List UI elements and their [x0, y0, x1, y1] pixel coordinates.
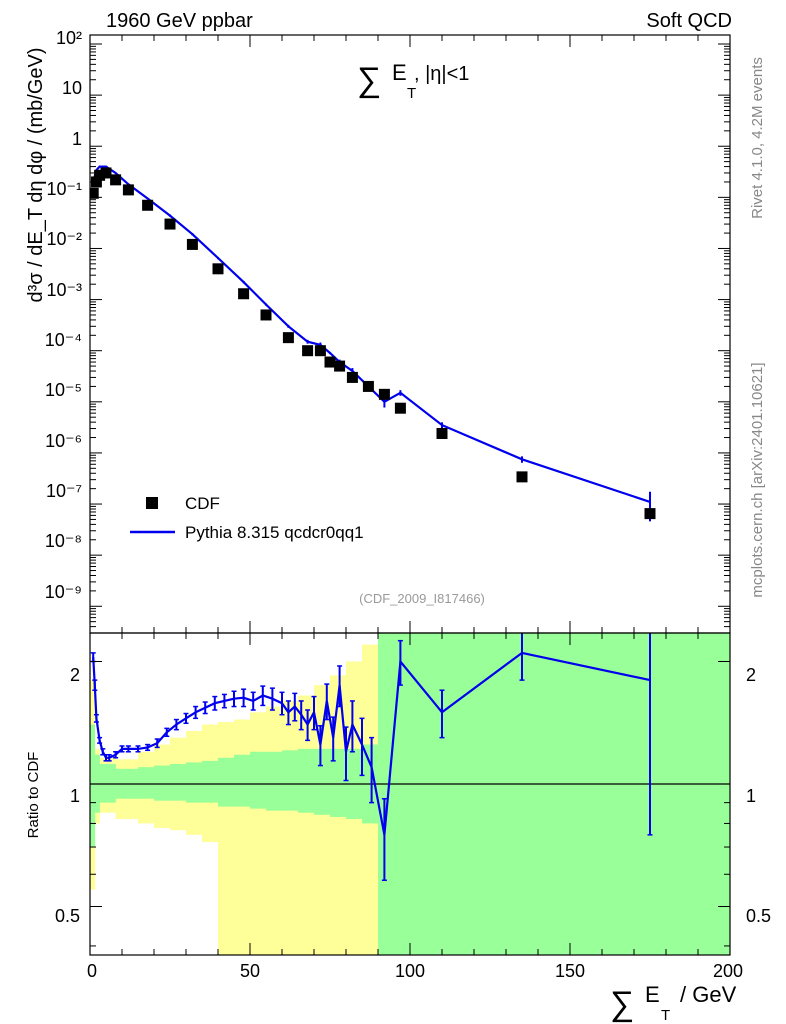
cdf-data-point [362, 380, 374, 392]
cdf-data-point [90, 187, 99, 199]
cdf-data-point [90, 176, 102, 188]
main-y-tick-labels: 10² 10 1 10⁻¹ 10⁻² 10⁻³ 10⁻⁴ 10⁻⁵ 10⁻⁶ 1… [45, 28, 82, 602]
cdf-data-point [186, 238, 198, 250]
header-energy-label: 1960 GeV ppbar [106, 10, 253, 32]
ratio-ylabel: Ratio to CDF [25, 752, 42, 839]
legend-data-marker [146, 497, 158, 509]
ratio-band-stat-segment [250, 751, 267, 809]
ratio-band-stat-segment [218, 757, 235, 807]
xlabel-t-subscript: T [661, 1007, 670, 1024]
analysis-watermark: (CDF_2009_I817466) [359, 591, 485, 606]
main-data [90, 165, 656, 522]
legend-mc-label: Pythia 8.315 qcdcr0qq1 [185, 523, 364, 542]
ratio-band-syst-segment [298, 695, 315, 955]
ratio-band-stat-segment [282, 750, 299, 811]
ratio-ytick-label-right: 1 [746, 786, 756, 806]
xtick-label: 50 [240, 961, 260, 981]
ratio-ytick-label-left: 2 [70, 665, 80, 685]
cdf-data-point [324, 356, 336, 368]
cdf-data-point [394, 402, 406, 414]
ratio-band-stat-segment [234, 754, 251, 807]
cdf-data-point [516, 471, 528, 483]
xtick-label: 150 [555, 961, 585, 981]
mc-curve [92, 165, 651, 503]
mcplots-credit-label: mcplots.cern.ch [arXiv:2401.10621] [749, 362, 766, 597]
title-sum-symbol: ∑ [357, 61, 381, 99]
ratio-ytick-label-right: 2 [746, 665, 756, 685]
ratio-ytick-label-right: 0.5 [746, 906, 771, 926]
ratio-band-stat-segment [298, 748, 315, 813]
title-eta-cut: , |η|<1 [414, 63, 469, 85]
cdf-data-point [644, 508, 656, 520]
title-e: E [392, 60, 407, 85]
cdf-data-point [378, 388, 390, 400]
x-tick-labels: 0 50 100 150 200 [87, 961, 743, 981]
main-ytick-label: 10⁻⁹ [45, 582, 82, 602]
ratio-band-stat-segment [154, 765, 171, 801]
cdf-data-point [110, 174, 122, 186]
main-ytick-label: 10⁻⁶ [45, 431, 82, 451]
cdf-data-point [282, 332, 294, 344]
main-ytick-label: 10⁻¹ [46, 179, 82, 199]
main-ytick-label: 10⁻⁸ [45, 531, 82, 551]
xlabel-unit: / GeV [680, 982, 737, 1007]
main-frame [89, 34, 731, 634]
ratio-band-syst-segment [250, 712, 267, 955]
x-axis-title: ∑ E T / GeV [610, 982, 737, 1024]
ratio-mc-curve [92, 651, 651, 836]
ratio-band-stat-segment [90, 724, 96, 848]
ratio-band-stat-segment [378, 633, 475, 955]
ratio-band-stat-segment [170, 763, 187, 801]
header-category-label: Soft QCD [646, 10, 732, 32]
ratio-band-stat-segment [186, 762, 203, 803]
main-ytick-label: 10² [56, 28, 82, 48]
ratio-band-stat-segment [202, 760, 219, 803]
cdf-data-point [436, 427, 448, 439]
xlabel-sum-symbol: ∑ [610, 985, 634, 1023]
legend: CDF Pythia 8.315 qcdcr0qq1 [130, 494, 364, 542]
ratio-data [90, 633, 730, 882]
main-ytick-label: 10 [62, 78, 82, 98]
ratio-band-syst-segment [282, 700, 299, 955]
ratio-band-stat-segment [266, 751, 283, 811]
ratio-band-stat-segment [99, 763, 116, 803]
main-title: ∑ E T , |η|<1 [357, 60, 469, 102]
xtick-label: 0 [87, 961, 97, 981]
rivet-version-label: Rivet 4.1.0, 4.2M events [749, 57, 766, 219]
xlabel-e: E [645, 982, 660, 1007]
main-ylabel: d³σ / dE_T dη dφ / (mb/GeV) [25, 47, 47, 302]
legend-data-label: CDF [185, 494, 220, 513]
ratio-band-stat-segment [314, 748, 331, 815]
main-ytick-label: 10⁻⁷ [46, 481, 82, 501]
main-ytick-label: 10⁻³ [46, 280, 82, 300]
cdf-data-point [122, 184, 134, 196]
xtick-label: 200 [713, 961, 743, 981]
ratio-y-tick-labels: 0.5 1 2 0.5 1 2 [55, 665, 771, 926]
ratio-ytick-label-left: 0.5 [55, 906, 80, 926]
cdf-data-point [212, 263, 224, 275]
ratio-band-stat-segment [330, 748, 347, 817]
axes-frames [89, 34, 731, 956]
ratio-band-stat-segment [138, 767, 155, 799]
main-ytick-label: 10⁻⁴ [45, 330, 82, 350]
cdf-data-point [164, 218, 176, 230]
cdf-data-point [238, 288, 250, 300]
cdf-data-point [314, 345, 326, 357]
main-ytick-label: 1 [72, 129, 82, 149]
title-t-subscript: T [407, 85, 416, 102]
cdf-data-point [346, 371, 358, 383]
cdf-data-point [142, 199, 154, 211]
main-ytick-label: 10⁻² [46, 229, 82, 249]
ratio-band-stat-segment [474, 633, 730, 955]
main-ytick-label: 10⁻⁵ [45, 380, 82, 400]
cdf-data-point [94, 169, 106, 181]
cdf-data-point [334, 360, 346, 372]
cdf-data-point [260, 309, 272, 321]
ratio-band-syst-segment [266, 706, 283, 955]
cdf-data-point [100, 167, 112, 179]
cdf-data-point [302, 345, 314, 357]
ratio-ytick-label-left: 1 [70, 786, 80, 806]
xtick-label: 100 [395, 961, 425, 981]
